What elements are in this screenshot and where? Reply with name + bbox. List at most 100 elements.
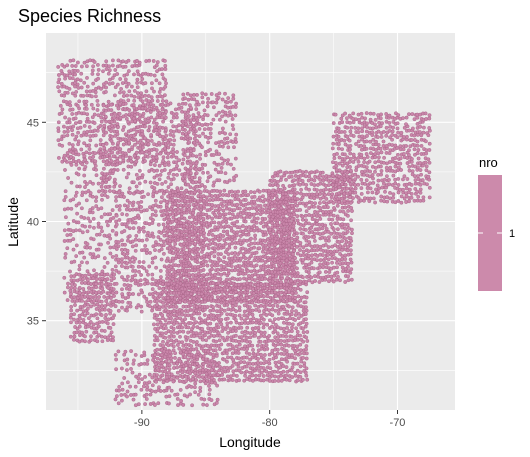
data-point [225, 291, 230, 295]
data-point [70, 143, 75, 148]
data-point [160, 115, 165, 120]
data-point [334, 260, 339, 265]
data-point [99, 206, 104, 211]
data-point [159, 364, 164, 368]
data-point [69, 285, 74, 290]
data-point [151, 107, 156, 112]
data-point [286, 243, 291, 248]
data-point [159, 352, 164, 357]
data-point [214, 100, 219, 105]
data-point [330, 192, 335, 197]
data-point [194, 171, 199, 176]
data-point [218, 258, 223, 263]
data-point [287, 184, 292, 189]
data-point [115, 394, 119, 398]
data-point [120, 238, 124, 243]
data-point [137, 181, 142, 186]
data-point [83, 334, 87, 339]
data-point [300, 214, 305, 219]
data-point [132, 94, 137, 99]
data-point [180, 123, 185, 128]
data-point [150, 277, 155, 281]
data-point [129, 349, 134, 353]
data-point [267, 361, 272, 366]
data-point [69, 304, 74, 309]
data-point [160, 290, 165, 295]
data-point [135, 85, 140, 90]
data-point [336, 274, 340, 279]
data-point [304, 218, 308, 223]
data-point [153, 209, 158, 214]
data-point [292, 221, 297, 226]
data-point [126, 81, 131, 86]
data-point [290, 305, 295, 310]
data-point [139, 199, 144, 204]
data-point [145, 361, 150, 366]
data-point [222, 188, 227, 193]
data-point [148, 72, 153, 77]
data-point [150, 86, 154, 91]
data-point [233, 251, 238, 255]
data-point [216, 281, 221, 285]
data-point [108, 308, 113, 313]
data-point [323, 242, 328, 247]
data-point [229, 225, 234, 230]
data-point [323, 236, 327, 241]
data-point [116, 349, 121, 354]
data-point [130, 244, 135, 249]
data-point [74, 254, 79, 259]
data-point [257, 246, 262, 251]
data-point [271, 188, 275, 193]
data-point [127, 108, 132, 113]
data-point [75, 308, 80, 313]
data-point [236, 282, 241, 287]
data-point [255, 343, 260, 348]
data-point [175, 283, 180, 288]
data-point [265, 322, 270, 327]
data-point [277, 299, 281, 304]
data-point [72, 317, 76, 322]
data-point [195, 118, 200, 123]
data-point [170, 211, 175, 216]
data-point [177, 102, 181, 107]
data-point [246, 263, 251, 268]
data-point [188, 106, 193, 110]
data-point [199, 318, 204, 322]
data-point [132, 110, 137, 114]
data-point [129, 159, 134, 164]
data-point [276, 342, 281, 347]
data-point [156, 326, 161, 331]
data-point [175, 150, 179, 154]
data-point [99, 272, 104, 276]
data-point [115, 159, 120, 164]
data-point [167, 245, 172, 250]
data-point [109, 296, 113, 300]
data-point [192, 296, 197, 301]
data-point [211, 183, 216, 188]
data-point [88, 138, 93, 143]
data-point [70, 91, 75, 96]
data-point [298, 364, 303, 369]
data-point [131, 207, 135, 212]
data-point [194, 107, 199, 112]
data-point [207, 238, 212, 243]
data-point [81, 287, 86, 291]
data-point [121, 114, 126, 119]
data-point [152, 73, 157, 78]
data-point [122, 282, 127, 287]
data-point [131, 116, 136, 121]
data-point [272, 286, 277, 290]
data-point [307, 278, 312, 283]
data-point [113, 264, 118, 269]
data-point [117, 270, 121, 275]
data-point [72, 312, 77, 317]
data-point [116, 401, 121, 406]
data-point [307, 187, 311, 192]
data-point [184, 379, 188, 383]
data-point [261, 366, 266, 370]
data-point [164, 233, 169, 238]
data-point [117, 218, 122, 222]
data-point [235, 193, 240, 198]
data-point [208, 330, 213, 334]
data-point [219, 224, 224, 229]
